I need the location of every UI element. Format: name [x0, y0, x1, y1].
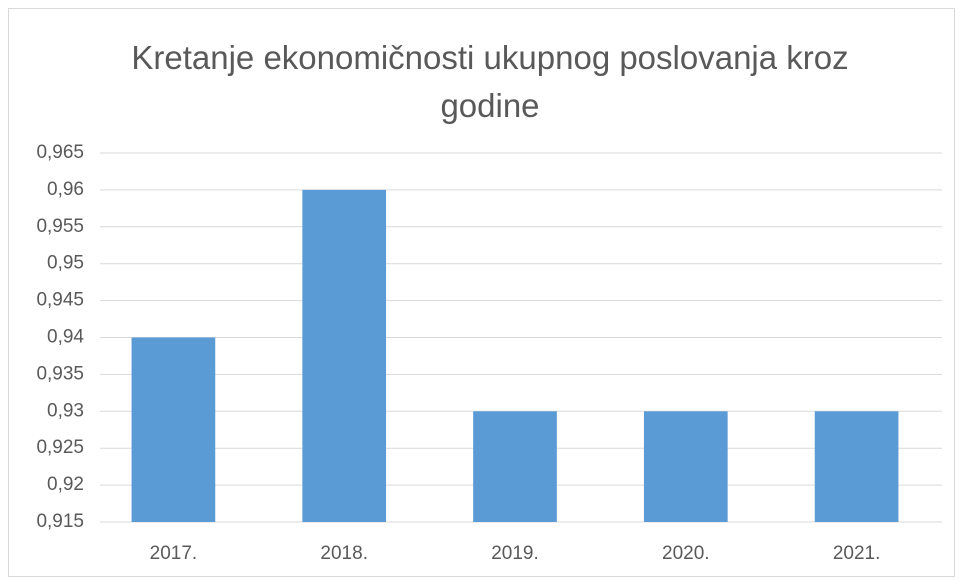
x-tick-label: 2020.	[662, 543, 710, 564]
y-tick-label: 0,95	[47, 253, 84, 274]
chart-title: Kretanje ekonomičnosti ukupnog poslovanj…	[131, 39, 849, 124]
x-tick-label: 2018.	[320, 543, 368, 564]
bar	[814, 411, 899, 522]
bar	[302, 189, 387, 522]
y-tick-label: 0,955	[36, 216, 84, 237]
y-tick-label: 0,965	[36, 142, 84, 163]
bar	[131, 337, 216, 522]
y-tick-label: 0,93	[47, 400, 84, 421]
chart-border	[8, 8, 955, 577]
x-tick-label: 2017.	[150, 543, 198, 564]
bar	[643, 411, 728, 522]
bar	[473, 411, 557, 522]
y-tick-label: 0,96	[47, 179, 84, 200]
y-tick-label: 0,925	[36, 437, 84, 458]
x-tick-label: 2019.	[491, 543, 539, 564]
x-tick-label: 2021.	[833, 543, 881, 564]
y-tick-label: 0,92	[47, 474, 84, 495]
y-tick-label: 0,915	[36, 511, 84, 532]
y-tick-label: 0,94	[47, 327, 84, 348]
y-tick-label: 0,935	[36, 363, 84, 384]
y-tick-label: 0,945	[36, 290, 84, 311]
